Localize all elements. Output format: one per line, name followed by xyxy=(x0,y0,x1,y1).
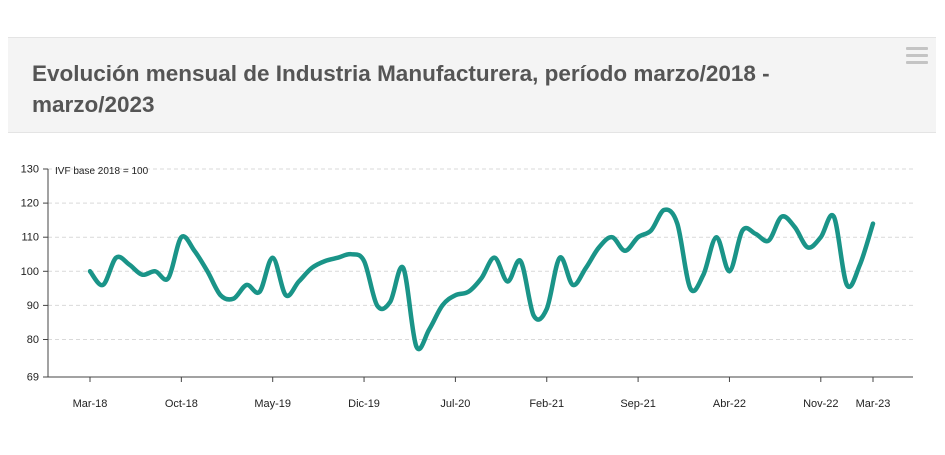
data-point[interactable] xyxy=(125,260,133,268)
data-point[interactable] xyxy=(203,267,211,275)
data-point[interactable] xyxy=(791,223,799,231)
y-tick-label: 69 xyxy=(27,372,39,384)
data-point[interactable] xyxy=(217,291,225,299)
data-point[interactable] xyxy=(830,213,838,221)
data-point[interactable] xyxy=(673,220,681,228)
data-point[interactable] xyxy=(478,274,486,282)
data-point[interactable] xyxy=(438,301,446,309)
data-point[interactable] xyxy=(373,301,381,309)
x-tick-label: Sep-21 xyxy=(620,398,655,410)
series-layer xyxy=(86,206,877,352)
chart-annotation: IVF base 2018 = 100 xyxy=(55,166,149,177)
axis-layer: 69 80 90 100 110 120 130 Mar-18 Oct-18 May-19 Dic-… xyxy=(21,164,913,410)
data-point[interactable] xyxy=(177,233,185,241)
data-point[interactable] xyxy=(778,213,786,221)
data-point[interactable] xyxy=(386,298,394,306)
data-point[interactable] xyxy=(752,230,760,238)
data-point[interactable] xyxy=(86,267,94,275)
data-point[interactable] xyxy=(556,254,564,262)
data-point[interactable] xyxy=(504,278,512,286)
y-tick-label: 110 xyxy=(21,232,39,244)
hamburger-menu-icon[interactable] xyxy=(906,47,928,65)
chart-header: Evolución mensual de Industria Manufactu… xyxy=(8,37,936,133)
data-point[interactable] xyxy=(634,233,642,241)
x-tick-label: Mar-18 xyxy=(73,398,108,410)
y-tick-label: 130 xyxy=(21,164,39,176)
data-point[interactable] xyxy=(582,264,590,272)
data-point[interactable] xyxy=(230,295,238,303)
x-tick-label: Feb-21 xyxy=(529,398,564,410)
data-point[interactable] xyxy=(412,342,420,350)
data-point[interactable] xyxy=(282,291,290,299)
data-point[interactable] xyxy=(399,264,407,272)
data-point[interactable] xyxy=(138,271,146,279)
menu-icon-bar xyxy=(906,61,928,64)
y-tick-label: 100 xyxy=(21,266,39,278)
data-point[interactable] xyxy=(99,281,107,289)
data-point[interactable] xyxy=(151,267,159,275)
data-point[interactable] xyxy=(308,264,316,272)
data-point[interactable] xyxy=(321,257,329,265)
data-point[interactable] xyxy=(739,226,747,234)
data-point[interactable] xyxy=(425,325,433,333)
x-tick-label: Dic-19 xyxy=(348,398,380,410)
x-tick-label: Abr-22 xyxy=(713,398,746,410)
data-point[interactable] xyxy=(595,243,603,251)
data-point[interactable] xyxy=(686,284,694,292)
y-tick-label: 120 xyxy=(21,198,39,210)
data-point[interactable] xyxy=(869,220,877,228)
data-point[interactable] xyxy=(699,271,707,279)
x-tick-label: Jul-20 xyxy=(440,398,470,410)
data-point[interactable] xyxy=(621,247,629,255)
data-point[interactable] xyxy=(712,233,720,241)
menu-icon-bar xyxy=(906,54,928,57)
data-point[interactable] xyxy=(295,278,303,286)
data-point[interactable] xyxy=(660,206,668,214)
data-point[interactable] xyxy=(269,254,277,262)
data-point[interactable] xyxy=(451,291,459,299)
data-point[interactable] xyxy=(817,233,825,241)
data-point[interactable] xyxy=(164,274,172,282)
data-point[interactable] xyxy=(243,281,251,289)
data-point[interactable] xyxy=(608,233,616,241)
x-tick-label: Nov-22 xyxy=(803,398,838,410)
chart-area: 69 80 90 100 110 120 130 Mar-18 Oct-18 May-19 Dic-… xyxy=(0,150,945,450)
data-point[interactable] xyxy=(491,254,499,262)
x-tick-label: Mar-23 xyxy=(856,398,891,410)
chart-title: Evolución mensual de Industria Manufactu… xyxy=(32,61,770,117)
x-tick-label: Oct-18 xyxy=(165,398,198,410)
series-line xyxy=(87,207,876,352)
y-tick-label: 80 xyxy=(27,334,39,346)
data-point[interactable] xyxy=(464,288,472,296)
data-point[interactable] xyxy=(190,247,198,255)
data-point[interactable] xyxy=(804,243,812,251)
data-point[interactable] xyxy=(112,254,120,262)
data-point[interactable] xyxy=(334,254,342,262)
data-point[interactable] xyxy=(843,281,851,289)
data-point[interactable] xyxy=(517,257,525,265)
menu-icon-bar xyxy=(906,47,928,50)
data-point[interactable] xyxy=(360,257,368,265)
line-chart: 69 80 90 100 110 120 130 Mar-18 Oct-18 May-19 Dic-… xyxy=(21,164,913,410)
y-tick-label: 90 xyxy=(27,300,39,312)
data-point[interactable] xyxy=(647,226,655,234)
data-point[interactable] xyxy=(256,288,264,296)
data-point[interactable] xyxy=(725,267,733,275)
data-point[interactable] xyxy=(569,281,577,289)
data-point[interactable] xyxy=(856,260,864,268)
data-point[interactable] xyxy=(530,312,538,320)
data-point[interactable] xyxy=(543,305,551,313)
x-tick-label: May-19 xyxy=(254,398,291,410)
data-point[interactable] xyxy=(765,237,773,245)
data-point[interactable] xyxy=(347,250,355,258)
